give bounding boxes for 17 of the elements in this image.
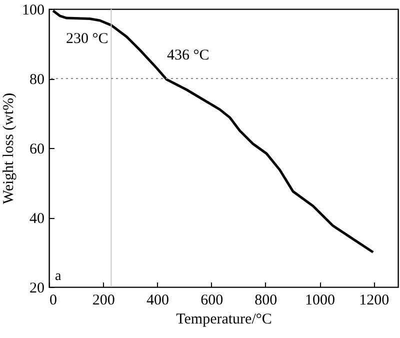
x-tick-label: 200 xyxy=(92,292,115,308)
x-tick-label: 800 xyxy=(254,292,278,308)
x-tick-label: 1200 xyxy=(359,292,390,308)
y-axis-title: Weight loss (wt%) xyxy=(1,92,17,204)
y-tick-label: 80 xyxy=(30,72,44,88)
y-tick-label: 60 xyxy=(30,142,44,158)
x-tick-label: 600 xyxy=(200,292,224,308)
x-tick-label: 400 xyxy=(146,292,169,308)
annotation: a xyxy=(55,269,62,284)
y-tick-label: 20 xyxy=(30,280,44,296)
y-tick-label: 100 xyxy=(22,2,44,18)
ref-line-label: 230 °C xyxy=(66,31,108,47)
annotation: 436 °C xyxy=(166,48,210,64)
y-tick-label: 40 xyxy=(30,211,44,227)
x-tick-label: 1000 xyxy=(305,292,336,308)
x-tick-label: 0 xyxy=(50,292,57,308)
x-axis-title: Temperature/°C xyxy=(176,312,272,328)
